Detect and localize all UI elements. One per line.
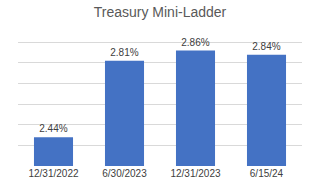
svg-text:6/30/2023: 6/30/2023 [102, 168, 147, 179]
svg-text:12/31/2022: 12/31/2022 [28, 168, 78, 179]
svg-text:6/15/24: 6/15/24 [250, 168, 284, 179]
svg-text:2.84%: 2.84% [252, 41, 280, 52]
svg-text:2.44%: 2.44% [39, 123, 67, 134]
svg-text:Treasury Mini-Ladder: Treasury Mini-Ladder [94, 4, 227, 20]
svg-text:12/31/2023: 12/31/2023 [170, 168, 220, 179]
svg-text:2.81%: 2.81% [110, 47, 138, 58]
svg-text:2.86%: 2.86% [181, 37, 209, 48]
